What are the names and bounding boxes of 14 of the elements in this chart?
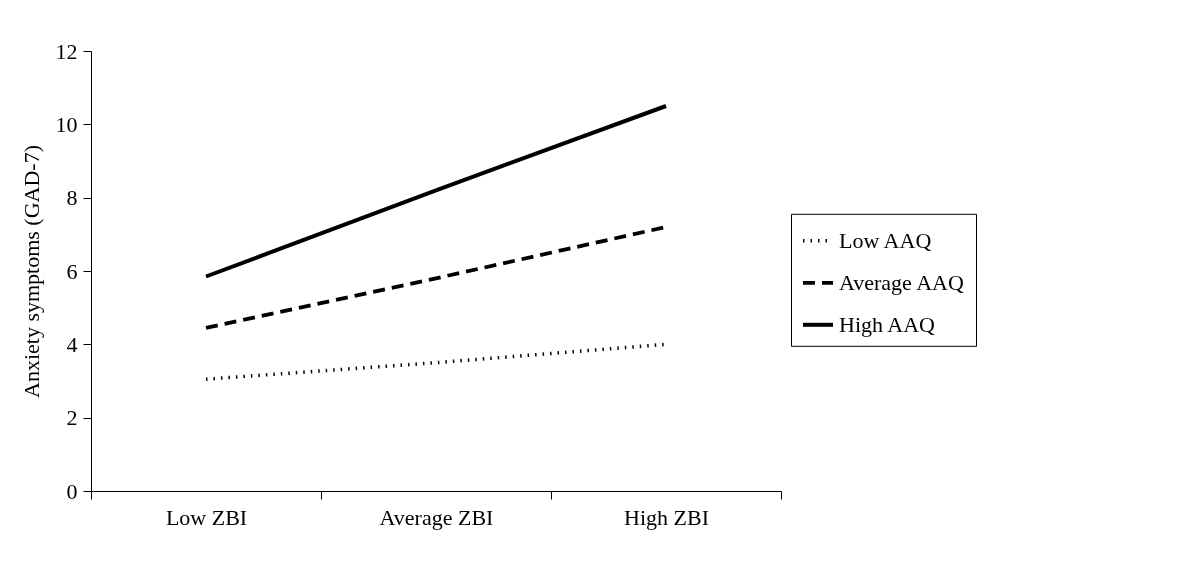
y-tick-label: 12 — [55, 38, 78, 64]
y-tick-label: 8 — [66, 185, 78, 211]
legend-label: Average AAQ — [839, 269, 964, 295]
y-axis-title: Anxiety symptoms (GAD-7) — [18, 145, 44, 398]
y-tick-label: 6 — [66, 258, 78, 284]
x-tick-label: Average ZBI — [379, 504, 494, 530]
y-tick-label: 4 — [66, 331, 78, 357]
legend-label: Low AAQ — [839, 227, 932, 253]
x-tick-label: Low ZBI — [165, 504, 248, 530]
y-tick-label: 2 — [66, 405, 78, 431]
legend-label: High AAQ — [839, 311, 936, 337]
y-tick-label: 10 — [55, 111, 78, 137]
x-tick-label: High ZBI — [624, 504, 709, 530]
y-tick-label: 0 — [66, 478, 78, 504]
